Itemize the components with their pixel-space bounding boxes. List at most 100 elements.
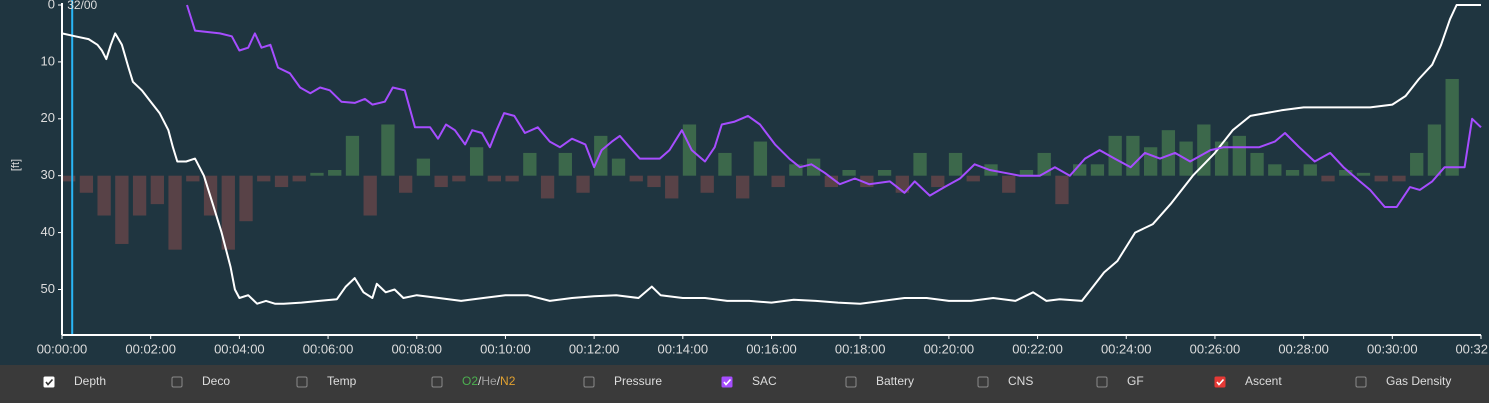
legend-label: SAC bbox=[752, 374, 777, 388]
ascent-bar bbox=[434, 175, 448, 188]
ascent-bar bbox=[239, 175, 253, 222]
checkbox[interactable] bbox=[171, 376, 183, 388]
legend-item[interactable]: Pressure bbox=[583, 374, 662, 388]
ascent-bar bbox=[257, 175, 271, 182]
x-tick-label: 00:06:00 bbox=[303, 341, 354, 356]
ascent-bar bbox=[877, 170, 892, 176]
ascent-bar bbox=[1374, 175, 1388, 182]
legend-label: Temp bbox=[327, 374, 357, 388]
ascent-bar bbox=[1321, 175, 1335, 182]
ascent-bar bbox=[1197, 124, 1211, 176]
ascent-bar bbox=[842, 170, 856, 176]
ascent-bar bbox=[1339, 170, 1353, 176]
ascent-bar bbox=[1303, 164, 1317, 176]
checkbox[interactable] bbox=[296, 376, 308, 388]
legend-item[interactable]: Deco bbox=[171, 374, 230, 388]
ascent-bar bbox=[221, 175, 235, 250]
legend-item[interactable]: Temp bbox=[296, 374, 357, 388]
legend-item[interactable]: CNS bbox=[977, 374, 1033, 388]
ascent-bar bbox=[948, 152, 963, 176]
y-tick-label: 10 bbox=[41, 53, 55, 68]
series-line bbox=[61, 4, 1481, 305]
checkbox[interactable] bbox=[977, 376, 989, 388]
legend-label-part: / bbox=[478, 374, 482, 388]
x-tick-label: 00:24:00 bbox=[1101, 341, 1152, 356]
legend-label-part: He bbox=[481, 374, 497, 388]
ascent-bar bbox=[665, 175, 679, 199]
x-tick-label: 00:20:00 bbox=[924, 341, 975, 356]
checkbox-checked[interactable] bbox=[1214, 376, 1226, 388]
ascent-bar bbox=[824, 175, 839, 188]
ascent-bar bbox=[1161, 130, 1176, 176]
legend-item[interactable]: O2/He/N2 bbox=[431, 374, 516, 388]
y-tick-label: 40 bbox=[41, 224, 55, 239]
ascent-bar bbox=[452, 175, 466, 182]
ascent-bar bbox=[647, 175, 661, 188]
legend-item[interactable]: Ascent bbox=[1214, 374, 1283, 388]
ascent-bar bbox=[558, 152, 572, 176]
ascent-bar bbox=[611, 158, 626, 176]
checkbox-checked[interactable] bbox=[721, 376, 733, 388]
ascent-bar bbox=[736, 175, 750, 199]
ascent-bar bbox=[1445, 78, 1459, 176]
legend-item[interactable]: GF bbox=[1096, 374, 1144, 388]
ascent-bar bbox=[1410, 152, 1424, 176]
legend-label: GF bbox=[1127, 374, 1144, 388]
ascent-bar bbox=[487, 175, 502, 182]
x-tick-label: 00:30:00 bbox=[1367, 341, 1418, 356]
x-tick-label: 00:02:00 bbox=[125, 341, 176, 356]
legend-bar bbox=[0, 365, 1489, 403]
ascent-bar bbox=[1019, 170, 1034, 176]
checkbox[interactable] bbox=[1355, 376, 1367, 388]
ascent-bar bbox=[700, 175, 714, 193]
ascent-bar bbox=[629, 175, 643, 182]
checkbox[interactable] bbox=[583, 376, 595, 388]
ascent-bar bbox=[931, 175, 945, 188]
legend-label: Gas Density bbox=[1386, 374, 1451, 388]
ascent-bar bbox=[1250, 152, 1264, 176]
ascent-bar bbox=[363, 175, 377, 216]
x-tick-label: 00:10:00 bbox=[480, 341, 531, 356]
legend-item[interactable]: Depth bbox=[43, 374, 107, 388]
x-tick-label: 00:22:00 bbox=[1012, 341, 1063, 356]
legend-label-part: O2 bbox=[462, 374, 478, 388]
legend-label: CNS bbox=[1008, 374, 1033, 388]
ascent-bar bbox=[682, 124, 697, 176]
x-tick-label: 00:16:00 bbox=[746, 341, 797, 356]
ascent-bar bbox=[1055, 175, 1069, 205]
checkbox[interactable] bbox=[431, 376, 443, 388]
checkbox-checked[interactable] bbox=[43, 376, 55, 388]
ascent-bar bbox=[79, 175, 94, 193]
ascent-bar bbox=[966, 175, 980, 182]
check-mark bbox=[723, 378, 732, 386]
ascent-bar bbox=[860, 175, 874, 188]
legend-item[interactable]: Battery bbox=[845, 374, 914, 388]
ascent-bar bbox=[292, 175, 306, 182]
legend-label: Depth bbox=[74, 374, 106, 388]
legend-label-part: N2 bbox=[500, 374, 516, 388]
ascent-bar bbox=[1232, 135, 1246, 176]
series-line bbox=[186, 4, 1482, 208]
check-mark bbox=[1216, 378, 1225, 386]
ascent-bar bbox=[540, 175, 555, 199]
legend: Depth Deco Temp O2/He/N2 Pressure SAC Battery C… bbox=[43, 374, 1451, 388]
legend-item[interactable]: Gas Density bbox=[1355, 374, 1451, 388]
ascent-bar bbox=[523, 152, 537, 176]
ascent-bar bbox=[168, 175, 182, 250]
ascent-bar bbox=[115, 175, 129, 244]
ascent-bar bbox=[913, 152, 927, 176]
ascent-bar bbox=[469, 147, 484, 176]
ascent-bar bbox=[186, 175, 200, 182]
checkbox[interactable] bbox=[845, 376, 857, 388]
ascent-bar bbox=[1126, 135, 1140, 176]
ascent-bar bbox=[505, 175, 519, 182]
checkbox[interactable] bbox=[1096, 376, 1108, 388]
x-tick-label: 00:00:00 bbox=[37, 341, 88, 356]
legend-item[interactable]: SAC bbox=[721, 374, 778, 388]
x-tick-label: 00:14:00 bbox=[658, 341, 709, 356]
ascent-bar bbox=[416, 158, 431, 176]
plot: 0 10 20 30 40 50 00:00:00 00:02:00 00:04:00 00:06… bbox=[37, 0, 1488, 356]
legend-label: Battery bbox=[876, 374, 914, 388]
